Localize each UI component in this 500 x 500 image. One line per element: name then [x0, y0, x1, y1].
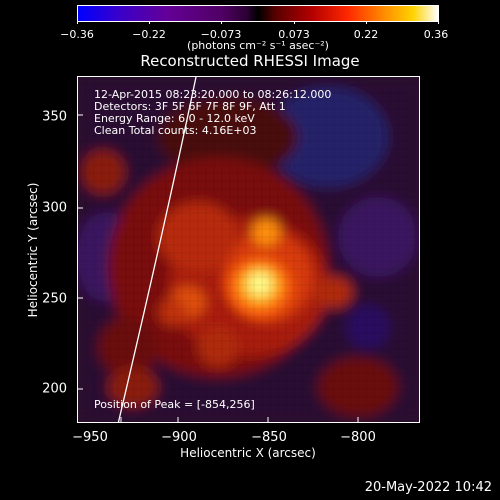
x-tick-label: −850	[251, 430, 287, 445]
y-tick-label: 250	[42, 291, 67, 307]
colorbar-tickmark	[294, 21, 295, 24]
solar-limb	[117, 77, 197, 422]
colorbar-tick-label: 0.22	[353, 28, 379, 41]
colorbar-tick-label: −0.073	[200, 28, 242, 41]
colorbar-tick-label: 0.073	[278, 28, 310, 41]
colorbar-tick-label: −0.22	[132, 28, 166, 41]
datestamp: 20-May-2022 10:42	[364, 480, 492, 495]
colorbar	[77, 5, 439, 22]
colorbar-tickmark	[366, 21, 367, 24]
rhessi-image-panel: 12-Apr-2015 08:23:20.000 to 08:26:12.000…	[77, 76, 420, 423]
rhessi-image	[78, 77, 419, 422]
colorbar-tick-label: −0.36	[60, 28, 94, 41]
y-tick-label: 350	[42, 109, 67, 125]
annotation-time: 12-Apr-2015 08:23:20.000 to 08:26:12.000	[94, 88, 332, 101]
x-axis-label: Heliocentric X (arcsec)	[180, 446, 316, 460]
colorbar-tickmark	[221, 21, 222, 24]
colorbar-tickmark	[149, 21, 150, 24]
colorbar-tickmark	[77, 21, 78, 24]
colorbar-tickmark	[438, 21, 439, 24]
x-tick-label: −950	[72, 430, 108, 445]
colorbar-units: (photons cm⁻² s⁻¹ asec⁻²)	[187, 39, 329, 52]
y-tick-label: 200	[42, 381, 67, 397]
annotation-peak: Position of Peak = [-854,256]	[94, 398, 255, 411]
y-tick-label: 300	[42, 200, 67, 216]
x-tick-label: −900	[161, 430, 197, 445]
x-tick-label: −800	[340, 430, 376, 445]
image-title: Reconstructed RHESSI Image	[140, 52, 360, 70]
annotation-method: Clean Total counts: 4.16E+03	[94, 124, 257, 137]
y-axis-label: Heliocentric Y (arcsec)	[26, 182, 40, 318]
annotation-energy: Energy Range: 6.0 - 12.0 keV	[94, 112, 255, 125]
colorbar-tick-label: 0.36	[423, 28, 449, 41]
annotation-detectors: Detectors: 3F 5F 6F 7F 8F 9F, Att 1	[94, 100, 286, 113]
